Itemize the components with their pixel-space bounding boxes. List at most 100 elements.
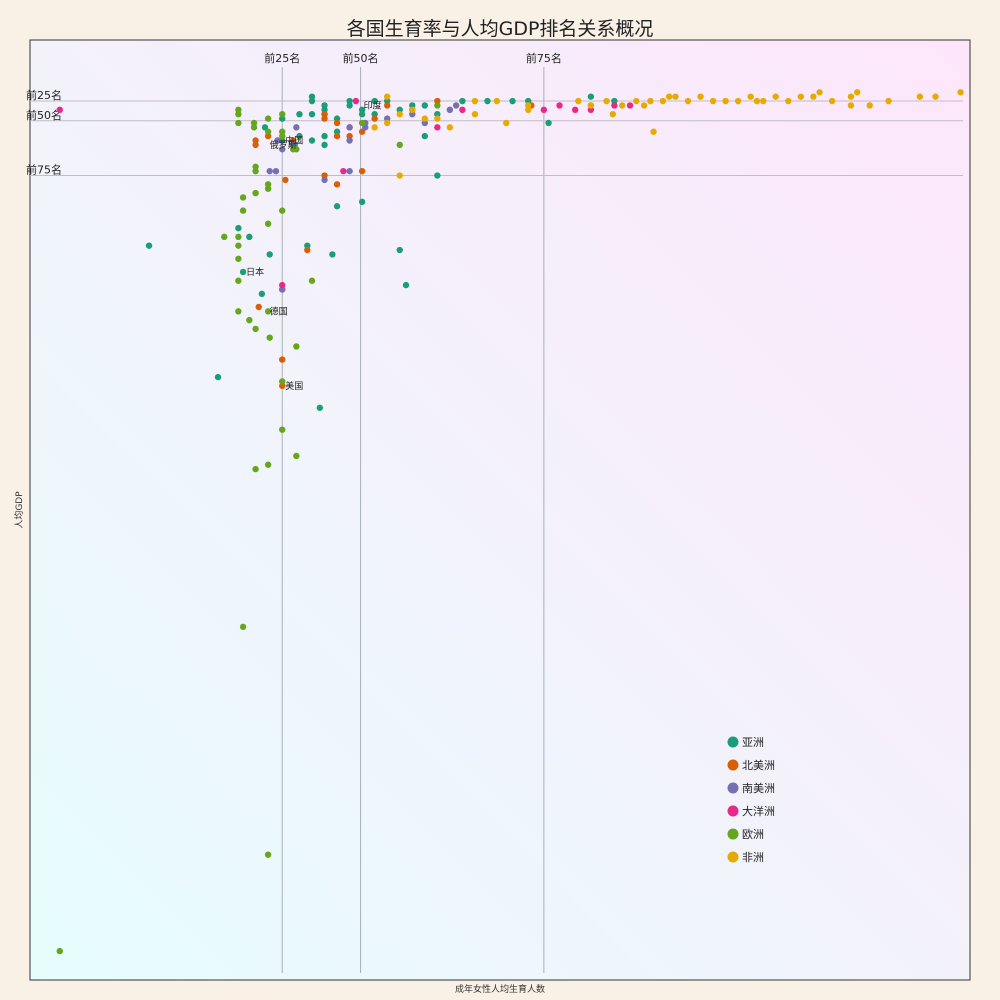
data-point bbox=[264, 220, 272, 227]
legend-swatch bbox=[727, 736, 739, 748]
data-point bbox=[235, 119, 242, 127]
data-point bbox=[239, 207, 247, 214]
series-group bbox=[371, 89, 964, 179]
data-point bbox=[684, 97, 692, 105]
data-point bbox=[434, 115, 441, 122]
data-point bbox=[916, 93, 924, 100]
data-point bbox=[346, 102, 353, 109]
data-point bbox=[252, 167, 259, 175]
data-point bbox=[525, 102, 532, 109]
data-point bbox=[235, 242, 242, 249]
data-point bbox=[308, 277, 316, 284]
data-point bbox=[266, 167, 273, 175]
data-point bbox=[609, 110, 616, 118]
data-point bbox=[279, 110, 286, 118]
data-point bbox=[333, 132, 341, 140]
data-point bbox=[409, 106, 416, 114]
data-point bbox=[371, 115, 378, 122]
data-point bbox=[421, 132, 428, 140]
y-reference-label: 前50名 bbox=[26, 108, 62, 122]
data-point bbox=[384, 97, 391, 105]
data-point bbox=[279, 146, 286, 153]
data-point bbox=[434, 110, 441, 118]
data-point bbox=[246, 316, 253, 324]
data-point bbox=[333, 203, 341, 210]
legend-label: 北美洲 bbox=[742, 759, 775, 772]
data-point bbox=[434, 124, 441, 131]
data-point bbox=[321, 102, 328, 109]
data-point bbox=[753, 97, 761, 105]
data-point bbox=[346, 97, 353, 105]
data-point bbox=[279, 286, 286, 293]
data-point bbox=[384, 115, 391, 122]
data-point bbox=[797, 93, 804, 100]
data-point bbox=[239, 194, 247, 201]
data-point bbox=[384, 119, 391, 127]
data-point bbox=[587, 106, 595, 114]
data-point bbox=[697, 93, 704, 100]
data-point bbox=[293, 124, 300, 131]
data-point bbox=[56, 106, 63, 114]
data-point bbox=[772, 93, 779, 100]
data-point bbox=[384, 93, 391, 100]
data-point bbox=[235, 308, 242, 315]
data-point bbox=[235, 224, 242, 232]
data-point bbox=[734, 97, 742, 105]
data-point bbox=[255, 303, 262, 311]
data-point bbox=[611, 97, 618, 105]
data-point bbox=[304, 246, 311, 254]
data-point bbox=[932, 93, 939, 100]
data-point bbox=[587, 102, 595, 109]
data-point bbox=[847, 102, 855, 109]
data-point bbox=[358, 110, 366, 118]
y-axis-label: 人均GDP bbox=[13, 491, 25, 529]
data-point bbox=[214, 373, 222, 381]
data-point bbox=[282, 176, 289, 184]
data-point bbox=[446, 106, 454, 114]
data-point bbox=[446, 124, 454, 131]
data-point bbox=[279, 137, 286, 144]
x-axis-label: 成年女性人均生育人数 bbox=[455, 983, 545, 995]
data-point bbox=[545, 119, 552, 127]
data-point bbox=[358, 167, 366, 175]
data-point bbox=[957, 89, 964, 96]
plot-area bbox=[29, 39, 971, 981]
country-annotation: 美国 bbox=[285, 380, 303, 392]
data-point bbox=[493, 97, 501, 105]
data-point bbox=[56, 947, 63, 955]
data-point bbox=[266, 251, 273, 258]
data-point bbox=[626, 102, 634, 109]
x-reference-label: 前50名 bbox=[343, 51, 379, 65]
data-point bbox=[371, 110, 378, 118]
data-point bbox=[321, 132, 328, 140]
legend-swatch bbox=[727, 759, 739, 771]
data-point bbox=[296, 132, 303, 140]
data-point bbox=[246, 233, 253, 241]
data-point bbox=[484, 97, 491, 105]
data-point bbox=[321, 176, 328, 184]
data-point bbox=[396, 172, 403, 179]
data-point bbox=[587, 93, 595, 100]
country-annotation: 日本 bbox=[246, 266, 264, 278]
data-point bbox=[221, 233, 228, 241]
data-point bbox=[709, 97, 717, 105]
data-point bbox=[145, 242, 153, 249]
data-point bbox=[333, 119, 341, 127]
data-point bbox=[885, 97, 892, 105]
data-points bbox=[56, 89, 964, 955]
data-point bbox=[828, 97, 836, 105]
data-point bbox=[333, 128, 341, 135]
data-point bbox=[264, 185, 272, 192]
data-point bbox=[279, 207, 286, 214]
country-annotation: 俄罗斯 bbox=[270, 139, 297, 151]
data-point bbox=[264, 128, 272, 135]
data-point bbox=[409, 110, 416, 118]
data-point bbox=[352, 97, 360, 105]
data-point bbox=[293, 452, 300, 460]
data-point bbox=[816, 89, 823, 96]
data-point bbox=[672, 93, 679, 100]
data-point bbox=[358, 106, 366, 114]
data-point bbox=[384, 102, 391, 109]
